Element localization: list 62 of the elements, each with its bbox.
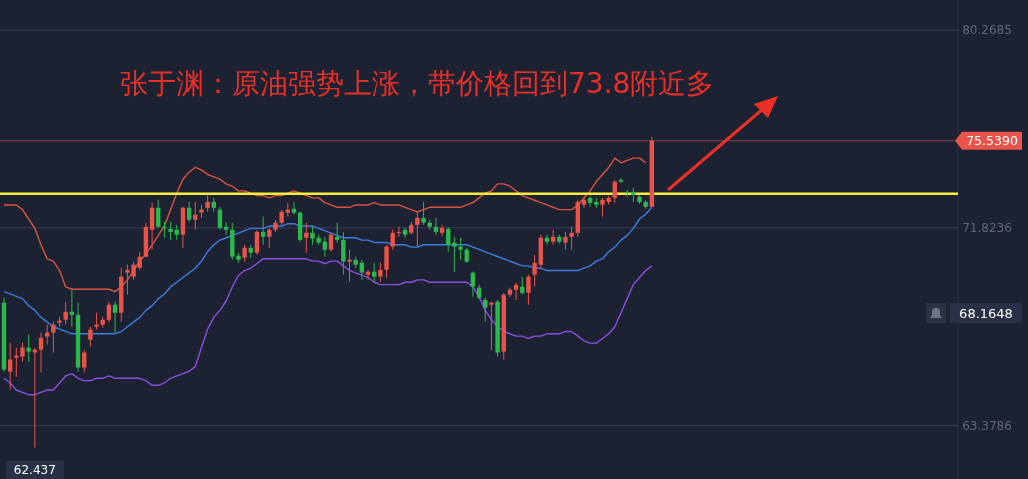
line-series (3, 258, 653, 396)
candlestick (223, 221, 229, 236)
y-tick-label: 80.2685 (962, 23, 1012, 38)
candlestick (513, 282, 519, 301)
y-tick-label: 63.3786 (962, 418, 1012, 433)
candlestick (260, 216, 266, 246)
candlestick (186, 201, 192, 223)
text: 68.1648 (959, 306, 1013, 321)
candlestick (193, 201, 198, 231)
candlestick (341, 231, 346, 276)
candlestick (322, 236, 328, 258)
candlestick (458, 237, 463, 261)
candlestick (51, 321, 56, 354)
y-tick-label: 71.8236 (962, 220, 1012, 235)
candlestick (550, 229, 556, 246)
candlestick (38, 332, 44, 374)
ref-line-label: 75.5390 (966, 133, 1018, 149)
candlestick (304, 222, 309, 254)
candlestick (569, 226, 574, 251)
candlestick (82, 349, 87, 374)
annotation: 62.437 (13, 463, 56, 477)
candlestick (63, 301, 68, 326)
candlestick (384, 244, 389, 279)
text: 张于渊：原油强势上涨，带价格回到73.8附近多 (120, 67, 715, 100)
candlestick (359, 259, 365, 281)
candlestick (26, 334, 31, 363)
candlestick (483, 297, 488, 323)
candlestick (156, 199, 161, 229)
candlestick (347, 249, 352, 283)
candlestick (612, 179, 618, 204)
line-series (3, 157, 647, 293)
candlestick (372, 262, 377, 284)
candlestick (402, 227, 408, 239)
candlestick (439, 224, 445, 237)
candlestick (137, 251, 142, 271)
candlestick (267, 227, 272, 249)
candlestick (217, 206, 223, 231)
candlestick (532, 254, 537, 288)
candlestick (421, 201, 426, 226)
candlestick (452, 236, 457, 273)
candlestick (254, 229, 260, 256)
candlestick (470, 271, 476, 298)
candlestick (390, 229, 395, 251)
candlestick (618, 177, 624, 184)
candlestick (112, 301, 118, 334)
candlestick (581, 197, 587, 209)
candlestick (489, 301, 494, 351)
candlestick (32, 347, 38, 449)
candlestick (328, 232, 334, 253)
candlestick (334, 222, 340, 244)
candlestick (69, 289, 75, 328)
candlestick (378, 262, 383, 283)
candlestick (168, 221, 173, 241)
candlestick (106, 301, 112, 324)
candlestick (396, 226, 402, 238)
candlestick (446, 226, 451, 253)
candlestick (149, 202, 155, 251)
candlestick (526, 274, 531, 306)
candlestick (415, 212, 420, 248)
candlestick (88, 326, 93, 348)
candlestick (365, 269, 371, 281)
candlestick (162, 221, 167, 239)
